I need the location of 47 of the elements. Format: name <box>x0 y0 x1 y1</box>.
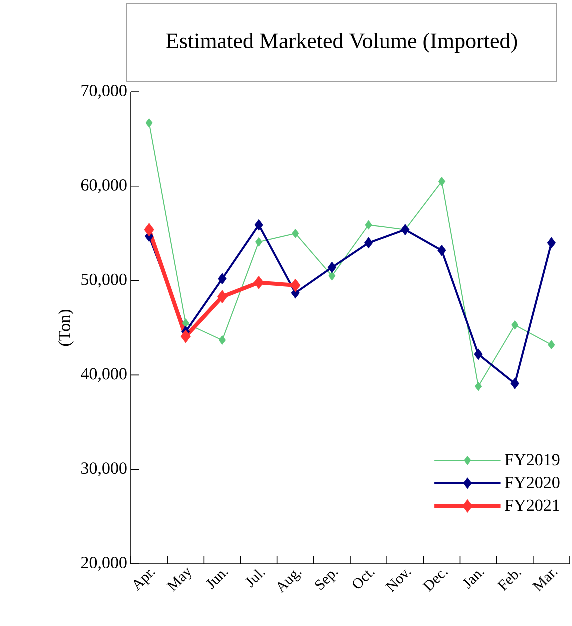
point <box>474 382 482 392</box>
x-tick-label: Aug. <box>278 570 302 594</box>
point <box>438 176 446 186</box>
x-tick-label: Oct. <box>352 570 375 589</box>
point <box>218 273 227 285</box>
x-tick-label: Feb. <box>497 572 522 592</box>
x-tick-label: Apr. <box>134 570 156 592</box>
point <box>292 228 300 238</box>
x-tick-label: Nov. <box>385 570 412 593</box>
y-tick-label: 50,000 <box>82 274 127 288</box>
point <box>146 118 153 128</box>
point <box>290 278 301 292</box>
legend-label: FY2020 <box>505 476 560 488</box>
point <box>328 271 336 281</box>
x-tick-label: Dec. <box>422 570 448 592</box>
x-tick-label: May <box>166 568 192 592</box>
x-tick-label: Sep. <box>315 572 338 590</box>
x-tick-label: Jul. <box>246 569 266 588</box>
x-tick-label: Mar. <box>532 570 558 592</box>
point <box>254 219 264 231</box>
point <box>182 318 190 328</box>
point <box>548 340 556 350</box>
legend-label: FY2019 <box>505 454 560 466</box>
y-tick-label: 40,000 <box>81 368 127 382</box>
x-tick-label: Jun. <box>206 572 228 590</box>
point <box>254 276 264 290</box>
point <box>438 244 446 256</box>
point <box>474 348 483 360</box>
point <box>547 237 556 249</box>
y-tick-label: 30,000 <box>82 462 127 477</box>
x-tick-label: Jan. <box>462 572 485 590</box>
point <box>365 220 372 230</box>
point <box>364 237 374 249</box>
point <box>217 290 228 304</box>
legend-label: FY2021 <box>505 500 560 512</box>
y-tick-label: 70,000 <box>82 85 127 99</box>
point <box>144 223 154 237</box>
chart-title: Estimated Marketed Volume (Imported) <box>166 33 518 53</box>
point <box>510 378 520 390</box>
point <box>512 320 519 330</box>
point <box>255 237 263 247</box>
point <box>328 262 337 274</box>
y-tick-label: 60,000 <box>81 179 127 194</box>
y-axis-title: (Ton) <box>58 310 74 346</box>
y-tick-label: 20,000 <box>81 557 127 571</box>
point <box>218 336 226 345</box>
point <box>180 330 191 344</box>
